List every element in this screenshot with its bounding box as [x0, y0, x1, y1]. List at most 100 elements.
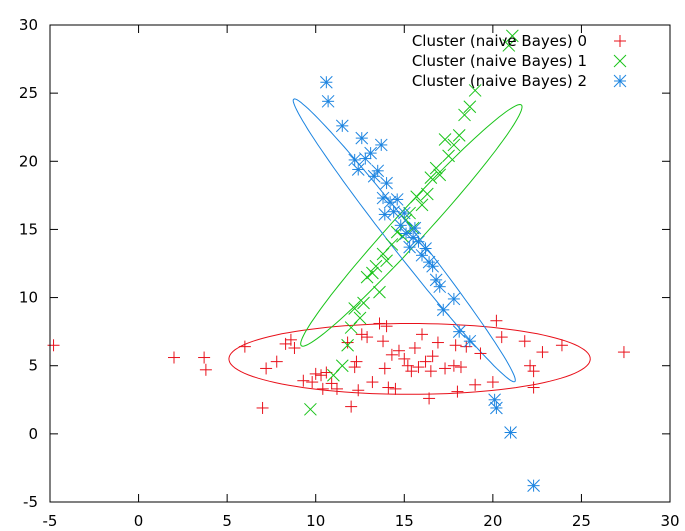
- data-point: [424, 171, 438, 184]
- data-point: [355, 328, 368, 341]
- data-point: [433, 280, 447, 294]
- data-point: [357, 296, 370, 310]
- data-point: [458, 108, 471, 122]
- data-point: [429, 161, 443, 175]
- data-point: [348, 153, 362, 167]
- data-point: [309, 367, 322, 380]
- data-point: [47, 339, 60, 352]
- data-point: [536, 346, 549, 359]
- data-point: [401, 359, 414, 372]
- data-point: [419, 355, 432, 368]
- data-point: [426, 259, 439, 273]
- data-point: [168, 351, 180, 364]
- data-point: [452, 325, 466, 338]
- data-point: [424, 365, 437, 378]
- legend-label: Cluster (naive Bayes) 2: [412, 72, 587, 90]
- data-point: [495, 331, 508, 344]
- legend-marker: [614, 35, 626, 47]
- legend-label: Cluster (naive Bayes) 1: [412, 52, 587, 70]
- data-point: [451, 385, 464, 398]
- points-layer: [47, 29, 630, 492]
- series-1: [304, 29, 519, 416]
- legend-entry-1: Cluster (naive Bayes) 1: [412, 52, 627, 70]
- data-point: [335, 119, 349, 133]
- data-point: [390, 193, 404, 206]
- data-point: [325, 377, 338, 390]
- data-point: [447, 138, 461, 152]
- series-0: [47, 314, 630, 414]
- data-point: [389, 382, 402, 395]
- x-tick-label: 15: [395, 512, 414, 530]
- data-point: [454, 361, 467, 374]
- data-point: [353, 311, 367, 325]
- data-point: [316, 382, 329, 395]
- data-point: [438, 133, 452, 146]
- legend-marker: [613, 54, 627, 68]
- data-point: [527, 381, 540, 394]
- data-point: [260, 362, 273, 375]
- data-point: [341, 336, 354, 349]
- data-point: [366, 376, 379, 389]
- data-point: [447, 292, 461, 306]
- y-tick-label: 25: [19, 84, 38, 102]
- data-point: [371, 164, 385, 178]
- data-point: [256, 401, 269, 414]
- data-point: [396, 229, 409, 243]
- data-point: [474, 347, 487, 360]
- legend-label: Cluster (naive Bayes) 0: [412, 32, 587, 50]
- data-point: [380, 176, 393, 190]
- data-point: [426, 350, 439, 363]
- data-point: [355, 131, 369, 145]
- data-point: [415, 198, 429, 212]
- data-point: [394, 218, 408, 232]
- data-point: [486, 376, 499, 389]
- data-point: [373, 285, 386, 299]
- data-point: [524, 359, 537, 372]
- data-point: [288, 341, 301, 354]
- x-tick-label: 5: [222, 512, 232, 530]
- data-point: [505, 29, 519, 43]
- data-point: [398, 352, 411, 365]
- data-point: [335, 359, 349, 373]
- y-tick-label: 0: [28, 425, 38, 443]
- data-point: [369, 259, 383, 273]
- cluster-ellipse-0: [228, 323, 591, 395]
- y-tick-label: -5: [23, 493, 38, 511]
- data-point: [350, 355, 363, 368]
- data-point: [373, 317, 386, 330]
- data-point: [504, 426, 517, 439]
- data-point: [378, 208, 392, 221]
- data-point: [463, 334, 477, 348]
- data-point: [412, 361, 425, 374]
- x-tick-label: -5: [43, 512, 58, 530]
- data-point: [198, 351, 211, 364]
- series-2: [319, 75, 540, 492]
- data-point: [555, 339, 568, 352]
- x-tick-label: 20: [483, 512, 502, 530]
- data-point: [490, 314, 503, 327]
- data-point: [488, 393, 501, 407]
- x-tick-label: 25: [572, 512, 591, 530]
- y-tick-label: 10: [19, 289, 38, 307]
- data-point: [408, 341, 421, 354]
- legend-entry-2: Cluster (naive Bayes) 2: [412, 72, 627, 90]
- data-point: [490, 401, 503, 415]
- data-point: [319, 75, 333, 89]
- data-point: [270, 355, 283, 368]
- data-point: [364, 146, 377, 160]
- data-point: [527, 365, 540, 378]
- data-point: [431, 336, 444, 349]
- data-point: [433, 168, 447, 182]
- data-point: [199, 363, 212, 376]
- data-point: [410, 190, 424, 204]
- data-point: [442, 149, 455, 163]
- legend: Cluster (naive Bayes) 0 Cluster (naive Ba…: [412, 32, 627, 90]
- data-point: [469, 378, 482, 391]
- data-point: [382, 381, 395, 394]
- data-point: [378, 362, 391, 375]
- data-point: [405, 365, 418, 378]
- data-point: [439, 362, 452, 375]
- y-tick-label: 15: [19, 220, 38, 238]
- y-tick-label: 5: [28, 357, 38, 375]
